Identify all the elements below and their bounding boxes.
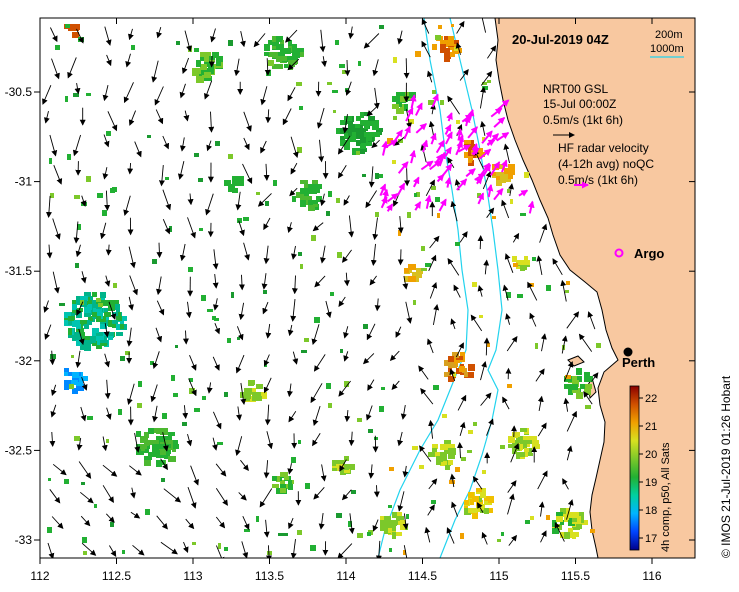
legend-nrt-line1: NRT00 GSL (543, 82, 608, 96)
legend-nrt-scale: 0.5m/s (1kt 6h) (543, 113, 623, 127)
y-tick-label: -31.5 (5, 264, 33, 278)
model-current-arrows (42, 18, 599, 558)
argo-marker-icon (614, 248, 624, 258)
x-tick-label: 114 (336, 569, 355, 583)
hf-radar-arrows (379, 93, 535, 214)
colorbar-tick-label: 22 (645, 393, 657, 405)
colorbar-label: 4h comp, p50, All Sats (660, 442, 672, 552)
plot-frame (39, 17, 696, 559)
legend-hf-line1: HF radar velocity (558, 141, 649, 155)
colorbar-tick-label: 20 (645, 449, 657, 461)
colorbar-ticks: 22 21 20 19 18 17 (639, 393, 657, 545)
y-tick-label: -33 (15, 533, 33, 547)
y-tick-label: -32.5 (5, 443, 33, 457)
x-tick-label: 115.5 (561, 569, 590, 583)
date-label: 20-Jul-2019 04Z (512, 32, 609, 47)
colorbar-tick-label: 21 (645, 421, 657, 433)
x-tick-label: 115 (489, 569, 508, 583)
legend-nrt-line2: 15-Jul 00:00Z (543, 97, 616, 111)
x-axis: 112 112.5 113 113.5 114 114.5 115 115.5 116 (30, 18, 662, 583)
x-tick-label: 112 (30, 569, 49, 583)
legend-depth-200: 200m (655, 29, 683, 41)
place-perth: Perth (622, 355, 655, 370)
colorbar (629, 385, 640, 551)
colorbar-tick-label: 19 (645, 477, 657, 489)
colorbar-tick-label: 18 (645, 505, 657, 517)
y-axis: -30.5 -31 -31.5 -32 -32.5 -33 (5, 85, 695, 547)
legend-hf-scale: 0.5m/s (1kt 6h) (558, 173, 638, 187)
perth-marker-icon (623, 347, 633, 357)
x-tick-label: 116 (642, 569, 661, 583)
x-tick-label: 113 (183, 569, 202, 583)
x-tick-label: 114.5 (408, 569, 437, 583)
land-western-australia (494, 18, 695, 558)
legend-depth-1000: 1000m (650, 43, 684, 55)
legend-argo: Argo (634, 246, 664, 261)
colorbar-tick-label: 17 (645, 533, 657, 545)
y-tick-label: -32 (15, 354, 33, 368)
x-tick-label: 113.5 (255, 569, 284, 583)
y-tick-label: -31 (15, 175, 33, 189)
legend-hf-line2: (4-12h avg) noQC (558, 157, 654, 171)
y-tick-label: -30.5 (5, 85, 33, 99)
credit-text: © IMOS 21-Jul-2019 01:26 Hobart (719, 375, 733, 558)
x-tick-label: 112.5 (102, 569, 131, 583)
